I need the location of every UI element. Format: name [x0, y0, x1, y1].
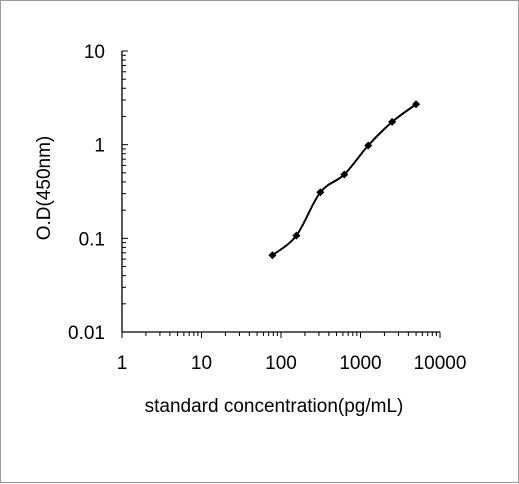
data-point-marker — [268, 251, 277, 260]
y-tick-label: 0.1 — [79, 229, 105, 250]
data-point-marker — [292, 231, 301, 240]
y-axis-title: O.D(450nm) — [34, 136, 55, 241]
data-point-marker — [388, 117, 397, 126]
y-tick-label: 10 — [84, 42, 105, 63]
x-tick-label: 100 — [265, 353, 297, 374]
tick-labels: 1 10 100 1000 10000 0.01 0.1 1 10 — [68, 42, 466, 374]
axes — [121, 50, 441, 338]
series — [268, 100, 421, 260]
x-tick-label: 10000 — [414, 353, 467, 374]
data-point-marker — [412, 100, 421, 109]
x-axis-title: standard concentration(pg/mL) — [145, 396, 404, 417]
series-line — [271, 103, 417, 257]
data-point-marker — [364, 141, 373, 150]
x-tick-label: 1000 — [339, 353, 381, 374]
x-tick-label: 1 — [117, 353, 128, 374]
x-tick-label: 10 — [191, 353, 212, 374]
data-point-marker — [340, 170, 349, 179]
data-point-marker — [316, 188, 325, 197]
y-tick-label: 0.01 — [68, 323, 105, 344]
y-tick-label: 1 — [94, 136, 105, 157]
